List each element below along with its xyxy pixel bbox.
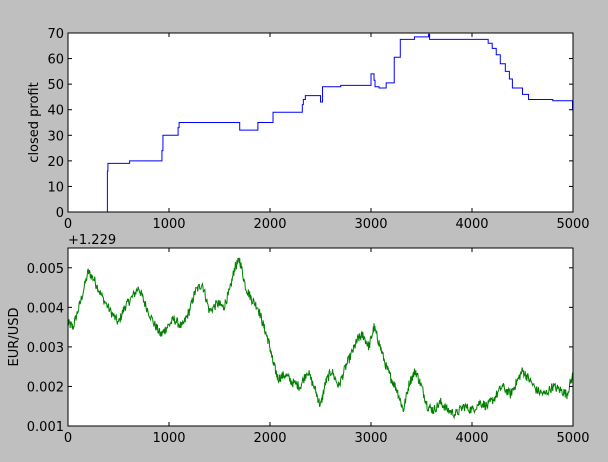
closed-profit-chart: 0 1000 2000 3000 4000 5000 0 10 20 30 40 50 60 70 clo…	[27, 27, 590, 232]
closed-profit-tick-group: 0 1000 2000 3000 4000 5000 0 10 20 30 40 50 60 70	[47, 27, 589, 232]
closed-profit-plot-area	[68, 33, 573, 212]
eurusd-chart: 0 1000 2000 3000 4000 5000 0.001 0.002 0.003 0.00…	[7, 233, 590, 446]
eurusd-ytick-label: 0.003	[27, 341, 64, 356]
eurusd-xtick-label: 4000	[455, 431, 488, 446]
eurusd-frame	[67, 247, 574, 427]
closed-profit-ytick-label: 10	[47, 180, 64, 195]
closed-profit-ytick-label: 50	[47, 78, 64, 93]
closed-profit-ytick-label: 30	[47, 129, 64, 144]
eurusd-tick-group: 0 1000 2000 3000 4000 5000 0.001 0.002 0.003 0.00…	[27, 248, 590, 446]
eurusd-ytick-label: 0.001	[27, 420, 64, 435]
eurusd-offset-label: +1.229	[68, 233, 116, 248]
closed-profit-xtick-label: 0	[64, 217, 72, 232]
closed-profit-xtick-label: 5000	[556, 217, 589, 232]
closed-profit-series-group	[68, 33, 574, 213]
closed-profit-series-line	[68, 33, 574, 213]
closed-profit-ytick-label: 70	[47, 27, 64, 42]
closed-profit-xtick-label: 4000	[455, 217, 488, 232]
eurusd-ytick-label: 0.002	[27, 380, 64, 395]
eurusd-xtick-label: 2000	[253, 431, 286, 446]
eurusd-xtick-label: 5000	[556, 431, 589, 446]
eurusd-series-group	[67, 257, 574, 420]
closed-profit-frame	[67, 32, 574, 213]
eurusd-series-line	[67, 257, 574, 420]
eurusd-xtick-label: 1000	[152, 431, 185, 446]
closed-profit-ytick-label: 60	[47, 53, 64, 68]
eurusd-ytick-label: 0.005	[27, 262, 64, 277]
eurusd-xtick-label: 3000	[354, 431, 387, 446]
closed-profit-xtick-label: 1000	[152, 217, 185, 232]
eurusd-ytick-label: 0.004	[27, 301, 64, 316]
closed-profit-xtick-label: 2000	[253, 217, 286, 232]
closed-profit-ylabel: closed profit	[27, 82, 42, 162]
eurusd-xtick-label: 0	[64, 431, 72, 446]
closed-profit-xtick-label: 3000	[354, 217, 387, 232]
eurusd-ylabel: EUR/USD	[7, 308, 22, 367]
eurusd-plot-area	[68, 248, 573, 426]
closed-profit-ytick-label: 20	[47, 155, 64, 170]
closed-profit-ytick-label: 40	[47, 104, 64, 119]
closed-profit-ytick-label: 0	[56, 206, 64, 221]
